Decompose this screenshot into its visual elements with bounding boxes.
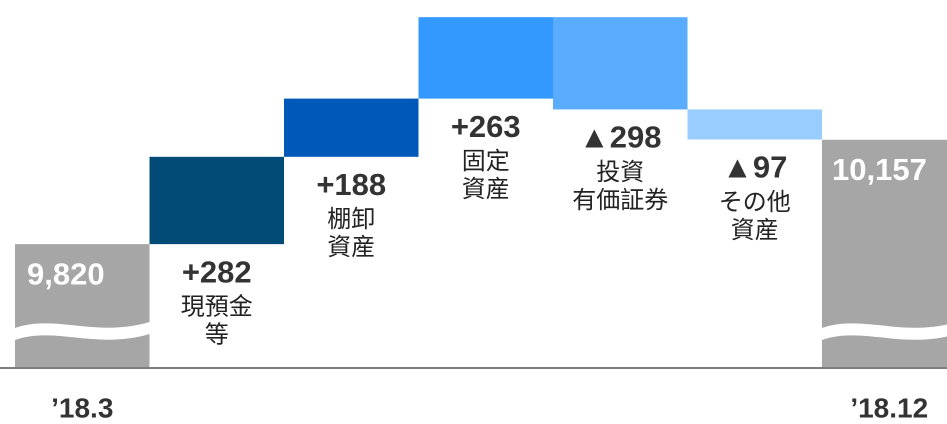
value-label: ▲298 [579,120,661,155]
x-tick-label: ’18.12 [850,392,928,423]
step-bar [149,156,284,245]
category-label: 固定 [462,148,510,175]
value-label: 10,157 [832,152,927,187]
total-bar [15,244,150,368]
x-tick-label: ’18.3 [51,392,113,423]
axis-break [822,323,947,340]
category-label: 投資 [596,159,644,186]
value-label: +263 [451,109,521,144]
category-label: 現預金 [181,293,253,320]
category-label: 有価証券 [572,187,668,214]
category-label: 資産 [731,217,779,244]
category-label: 等 [205,321,229,348]
step-bar [553,17,688,110]
category-label: その他 [719,189,791,216]
value-label: +282 [182,254,252,289]
step-bar [418,17,553,99]
value-label: +188 [316,167,386,202]
step-bar [687,109,822,140]
category-label: 資産 [327,234,375,261]
category-label: 棚卸 [327,206,375,233]
category-label: 資産 [462,176,510,203]
value-label: 9,820 [27,256,105,291]
axis-break [15,322,150,340]
step-bar [284,98,419,157]
value-label: ▲97 [722,150,787,185]
